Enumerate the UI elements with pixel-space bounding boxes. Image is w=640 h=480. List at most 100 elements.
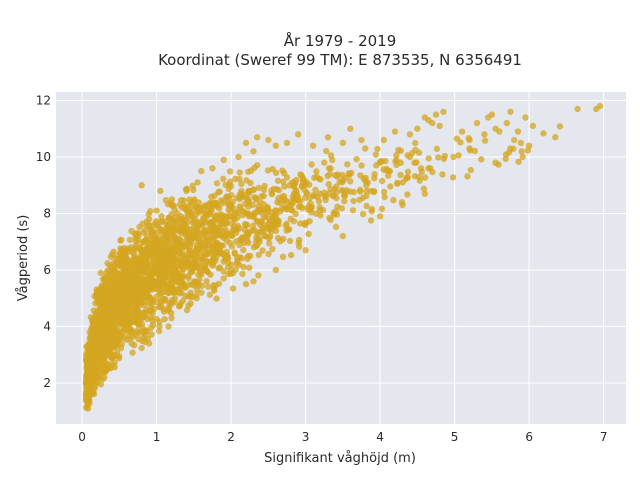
data-point: [209, 227, 216, 234]
data-point: [187, 232, 194, 239]
data-point: [223, 237, 231, 244]
data-point: [213, 295, 220, 302]
data-point: [347, 178, 354, 185]
data-point: [224, 230, 231, 237]
data-point: [250, 243, 258, 251]
data-point: [108, 275, 115, 282]
data-point: [82, 380, 90, 388]
data-point: [201, 227, 208, 234]
data-point: [175, 290, 183, 297]
data-point: [177, 226, 185, 233]
data-point: [362, 145, 369, 152]
data-point: [143, 222, 151, 229]
data-point: [370, 187, 378, 195]
data-point: [145, 215, 153, 223]
data-point: [209, 165, 216, 172]
data-point: [382, 167, 390, 174]
data-point: [234, 222, 242, 230]
data-point: [325, 180, 332, 188]
data-point: [280, 235, 287, 243]
data-point: [180, 197, 188, 204]
data-point: [283, 174, 291, 181]
data-point: [425, 155, 432, 162]
data-point: [87, 344, 95, 351]
data-point: [285, 226, 292, 233]
data-point: [133, 305, 141, 313]
data-point: [147, 262, 155, 270]
data-point: [333, 183, 340, 190]
data-point: [261, 182, 268, 190]
data-point: [503, 119, 510, 127]
data-point: [305, 203, 312, 210]
x-axis-title: Signifikant våghöjd (m): [264, 451, 416, 466]
data-point: [313, 168, 320, 175]
data-point: [110, 248, 117, 255]
data-point: [376, 213, 384, 220]
data-point: [515, 158, 522, 165]
data-point: [201, 203, 208, 210]
data-point: [125, 264, 132, 271]
data-point: [411, 159, 418, 166]
data-point: [170, 253, 178, 260]
data-point: [511, 136, 518, 144]
data-point: [238, 235, 245, 243]
data-point: [249, 222, 257, 230]
data-point: [195, 243, 202, 250]
data-point: [119, 302, 126, 309]
data-point: [198, 167, 205, 175]
data-point: [116, 255, 123, 262]
data-point: [353, 155, 360, 163]
y-tick-label: 2: [43, 376, 51, 390]
data-point: [134, 230, 142, 237]
data-point: [260, 201, 267, 208]
data-point: [244, 255, 251, 263]
data-point: [136, 244, 143, 251]
data-point: [220, 258, 227, 265]
data-point: [118, 341, 126, 348]
data-point: [153, 207, 160, 214]
y-tick-label: 6: [43, 263, 51, 277]
data-point: [156, 248, 163, 255]
x-tick-label: 7: [600, 430, 608, 444]
data-point: [126, 236, 134, 244]
data-point: [85, 371, 93, 379]
data-point: [433, 145, 441, 153]
data-point: [201, 262, 209, 269]
data-point: [205, 283, 212, 290]
data-point: [183, 187, 190, 195]
data-point: [230, 205, 237, 212]
data-point: [274, 199, 281, 206]
data-point: [102, 309, 110, 317]
data-point: [273, 186, 280, 193]
data-point: [265, 224, 272, 231]
data-point: [399, 179, 407, 186]
data-point: [138, 182, 145, 189]
data-point: [314, 193, 321, 201]
data-point: [113, 304, 121, 312]
data-point: [129, 349, 136, 356]
data-point: [167, 237, 175, 245]
data-point: [331, 172, 339, 179]
data-point: [259, 247, 266, 254]
data-point: [298, 172, 306, 179]
data-point: [327, 165, 334, 172]
data-point: [260, 192, 267, 200]
data-point: [350, 188, 358, 196]
data-point: [95, 314, 102, 322]
data-point: [326, 171, 333, 178]
data-point: [133, 274, 141, 281]
data-point: [201, 242, 209, 249]
data-point: [406, 131, 414, 138]
data-point: [157, 302, 165, 310]
data-point: [264, 205, 272, 212]
data-point: [312, 186, 319, 193]
data-point: [137, 299, 144, 306]
data-point: [249, 201, 256, 209]
data-point: [183, 306, 191, 314]
data-point: [344, 161, 351, 168]
data-point: [393, 151, 400, 159]
data-point: [103, 294, 110, 302]
data-point: [517, 139, 525, 147]
data-point: [144, 315, 151, 323]
data-point: [161, 315, 168, 323]
